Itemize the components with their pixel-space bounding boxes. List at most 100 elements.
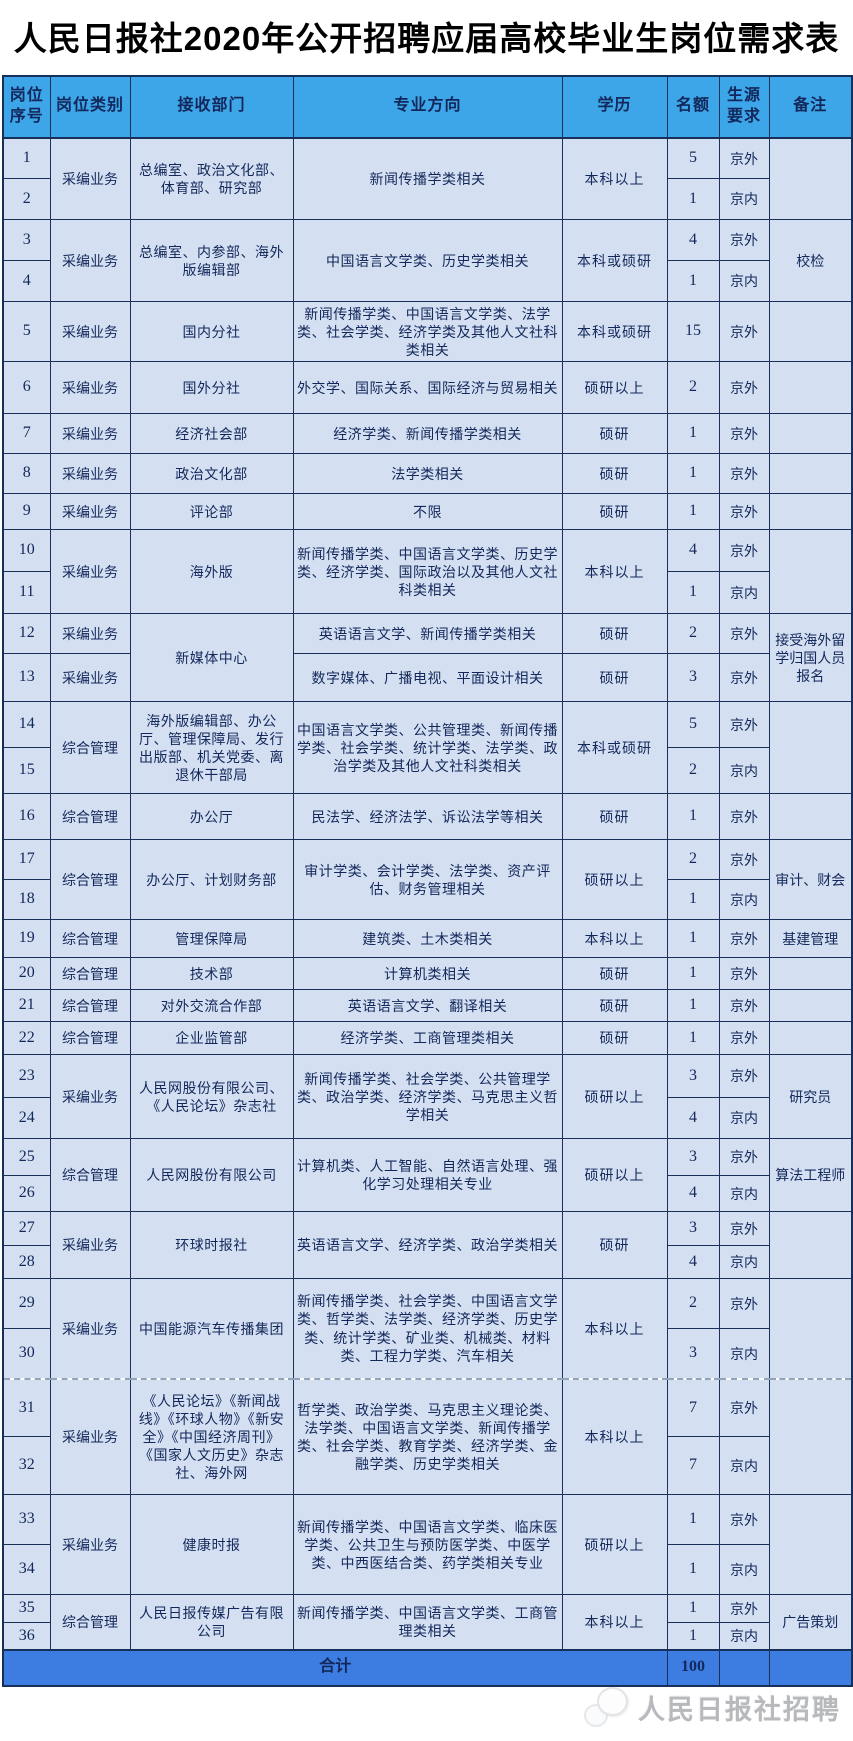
position-number-cell: 32: [2, 1436, 51, 1496]
major-cell: 数字媒体、广播电视、平面设计相关: [292, 653, 563, 703]
position-number-cell: 36: [2, 1622, 51, 1651]
source-cell: 京内: [718, 1245, 770, 1280]
table-header: 岗位序号 岗位类别 接收部门 专业方向 学历 名额 生源要求 备注: [2, 75, 853, 139]
source-cell: 京外: [718, 957, 770, 991]
position-number-cell: 31: [2, 1377, 51, 1438]
source-cell: 京外: [718, 493, 770, 531]
note-cell: [768, 453, 853, 495]
position-number-cell: 30: [2, 1328, 51, 1380]
quota-cell: 4: [666, 219, 720, 262]
table-row: 7 采编业务 经济社会部 经济学类、新闻传播学类相关 硕研 1 京外: [2, 413, 853, 455]
position-number-cell: 13: [2, 653, 51, 703]
major-cell: 计算机类相关: [292, 957, 563, 991]
education-cell: 硕研: [561, 1021, 668, 1056]
major-cell: 英语语言文学、新闻传播学类相关: [292, 613, 563, 655]
category-cell: 综合管理: [49, 1138, 131, 1213]
column-header: 学历: [561, 75, 668, 139]
page-title: 人民日报社2020年公开招聘应届高校毕业生岗位需求表: [13, 20, 840, 57]
source-cell: 京外: [718, 613, 770, 655]
total-quota-cell: 100: [666, 1648, 720, 1687]
note-cell: 广告策划: [768, 1594, 853, 1651]
quota-cell: 4: [666, 529, 720, 573]
department-cell: 人民网股份有限公司、《人民论坛》杂志社: [129, 1054, 294, 1140]
major-cell: 新闻传播学类相关: [292, 137, 563, 221]
source-cell: 京内: [718, 571, 770, 615]
position-number-cell: 29: [2, 1278, 51, 1330]
category-cell: 采编业务: [49, 1211, 131, 1280]
major-cell: 新闻传播学类、社会学类、公共管理学类、政治学类、经济学类、马克思主义哲学相关: [292, 1054, 563, 1140]
table-row: 6 采编业务 国外分社 外交学、国际关系、国际经济与贸易相关 硕研以上 2 京外: [2, 361, 853, 415]
position-number-cell: 18: [2, 879, 51, 921]
table-row: 13 采编业务 数字媒体、广播电视、平面设计相关 硕研 3 京外: [2, 653, 852, 703]
header-row: 岗位序号 岗位类别 接收部门 专业方向 学历 名额 生源要求 备注: [2, 75, 853, 139]
source-cell: 京内: [718, 260, 770, 303]
department-cell: 海外版编辑部、办公厅、管理保障局、发行出版部、机关党委、离退休干部局: [129, 701, 294, 795]
source-cell: 京外: [718, 1494, 770, 1546]
department-cell: 经济社会部: [129, 413, 294, 455]
note-cell: 基建管理: [768, 919, 853, 959]
category-cell: 采编业务: [49, 453, 131, 495]
quota-cell: 2: [666, 839, 720, 881]
category-cell: 综合管理: [49, 989, 131, 1023]
table-row: 5 采编业务 国内分社 新闻传播学类、中国语言文学类、法学类、社会学类、经济学类及其他…: [2, 301, 853, 363]
major-cell: 新闻传播学类、中国语言文学类、临床医学类、公共卫生与预防医学类、中医学类、中西医…: [292, 1494, 563, 1596]
department-cell: 管理保障局: [129, 919, 294, 959]
table-row: 8 采编业务 政治文化部 法学类相关 硕研 1 京外: [2, 453, 853, 495]
table-row: 35 综合管理 人民日报传媒广告有限公司 新闻传播学类、中国语言文学类、工商管理类相关…: [2, 1594, 853, 1651]
major-cell: 哲学类、政治学类、马克思主义理论类、法学类、中国语言文学类、新闻传播学类、社会学…: [292, 1377, 563, 1496]
position-number-cell: 3: [2, 219, 51, 262]
quota-cell: 1: [666, 957, 720, 991]
quota-cell: 1: [666, 260, 720, 303]
quota-cell: 1: [666, 919, 720, 959]
position-number-cell: 34: [2, 1544, 51, 1596]
department-cell: 中国能源汽车传播集团: [129, 1278, 294, 1380]
table-row: 21 综合管理 对外交流合作部 英语语言文学、翻译相关 硕研 1 京外: [2, 989, 853, 1023]
quota-cell: 4: [666, 1097, 720, 1140]
source-cell: 京内: [718, 1622, 770, 1651]
quota-cell: 2: [666, 747, 720, 795]
department-cell: 办公厅、计划财务部: [129, 839, 294, 921]
department-cell: 总编室、内参部、海外版编辑部: [129, 219, 294, 303]
education-cell: 硕研: [561, 613, 668, 655]
category-cell: 综合管理: [49, 1594, 131, 1651]
position-number-cell: 11: [2, 571, 51, 615]
source-cell: 京外: [718, 1594, 770, 1624]
note-cell: 校检: [768, 219, 853, 303]
position-number-cell: 25: [2, 1138, 51, 1177]
table-row: 27 采编业务 环球时报社 英语语言文学、经济学类、政治学类相关 硕研 3 京外: [2, 1211, 853, 1280]
source-cell: 京外: [718, 1211, 770, 1247]
quota-cell: 15: [666, 301, 720, 363]
table-row: 23 采编业务 人民网股份有限公司、《人民论坛》杂志社 新闻传播学类、社会学类、公共管…: [2, 1054, 853, 1140]
education-cell: 本科以上: [561, 137, 668, 221]
quota-cell: 1: [666, 1622, 720, 1651]
education-cell: 硕研以上: [561, 1054, 668, 1140]
position-number-cell: 1: [2, 137, 51, 180]
table-row: 11 1 京内: [2, 571, 852, 615]
source-cell: 京外: [718, 1377, 770, 1438]
major-cell: 英语语言文学、经济学类、政治学类相关: [292, 1211, 563, 1280]
table-row: 14 综合管理 海外版编辑部、办公厅、管理保障局、发行出版部、机关党委、离退休干部局…: [2, 701, 853, 795]
category-cell: 采编业务: [49, 361, 131, 415]
education-cell: 本科以上: [561, 919, 668, 959]
category-cell: 采编业务: [49, 219, 131, 303]
major-cell: 中国语言文学类、公共管理类、新闻传播学类、社会学类、统计学类、法学类、政治学类及…: [292, 701, 563, 795]
major-cell: 新闻传播学类、中国语言文学类、工商管理类相关: [292, 1594, 563, 1651]
table-row: 32 7 京内: [2, 1436, 852, 1496]
category-cell: 采编业务: [49, 1278, 131, 1380]
quota-cell: 1: [666, 493, 720, 531]
source-cell: 京外: [718, 839, 770, 881]
source-cell: 京外: [718, 301, 770, 363]
category-cell: 综合管理: [49, 919, 131, 959]
education-cell: 硕研: [561, 453, 668, 495]
table-row: 25 综合管理 人民网股份有限公司 计算机类、人工智能、自然语言处理、强化学习处理相关…: [2, 1138, 853, 1213]
table-row: 16 综合管理 办公厅 民法学、经济法学、诉讼法学等相关 硕研 1 京外: [2, 793, 853, 841]
position-number-cell: 4: [2, 260, 51, 303]
table-row: 17 综合管理 办公厅、计划财务部 审计学类、会计学类、法学类、资产评估、财务管理相关…: [2, 839, 853, 921]
quota-cell: 1: [666, 989, 720, 1023]
source-cell: 京内: [718, 1436, 770, 1496]
position-number-cell: 8: [2, 453, 51, 495]
source-cell: 京外: [718, 453, 770, 495]
category-cell: 采编业务: [49, 1377, 131, 1496]
note-cell: [768, 529, 853, 615]
table-row: 10 采编业务 海外版 新闻传播学类、中国语言文学类、历史学类、经济学类、国际政治以及…: [2, 529, 853, 615]
